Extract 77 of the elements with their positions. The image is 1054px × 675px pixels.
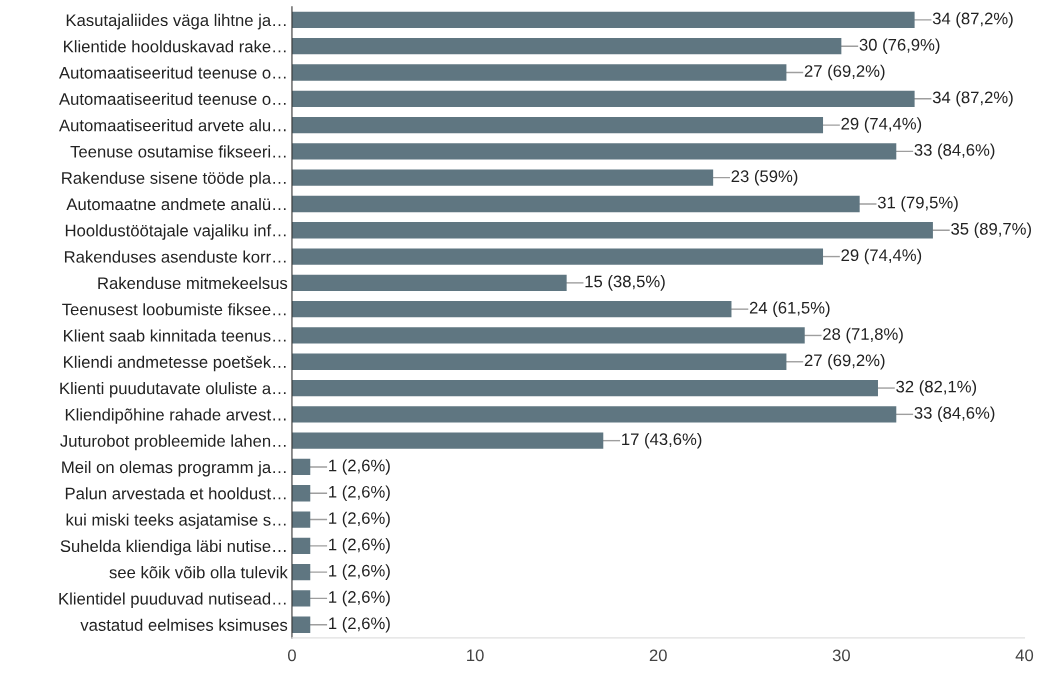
data-label: 28 (71,8%) <box>823 327 903 344</box>
x-tick-label: 20 <box>649 649 667 662</box>
y-tick-label: Klienti puudutavate oluliste a… <box>60 382 286 398</box>
bar <box>291 485 311 502</box>
data-label: 32 (82,1%) <box>896 380 977 396</box>
data-label: 1 (2,6%) <box>329 459 390 475</box>
data-label: 33 (84,6%) <box>914 406 995 423</box>
y-tick-label: Suhelda kliendiga läbi nutise… <box>60 539 286 556</box>
y-tick-label: Teenusest loobumiste fiksee… <box>62 303 286 316</box>
x-tick-label: 0 <box>287 649 296 662</box>
bar <box>291 169 714 186</box>
y-tick-label: Rakenduse sisene tööde pla… <box>62 171 286 188</box>
bar <box>291 537 311 554</box>
data-label: 27 (69,2%) <box>804 64 885 81</box>
data-label: 17 (43,6%) <box>622 432 702 449</box>
bar <box>291 64 787 81</box>
bar <box>291 379 878 397</box>
data-label: 1 (2,6%) <box>329 538 390 554</box>
bar <box>291 511 311 528</box>
bar <box>291 432 604 449</box>
data-label: 34 (87,2%) <box>932 12 1013 28</box>
y-tick-label: Hooldustöötajale vajaliku inf… <box>65 224 286 240</box>
data-label: 27 (69,2%) <box>804 353 885 370</box>
y-tick-label: Automaatiseeritud arvete alu… <box>59 119 286 132</box>
y-tick-label: Automaatne andmete analü… <box>66 197 286 211</box>
data-label: 34 (87,2%) <box>932 91 1013 107</box>
y-tick-label: Teenuse osutamise fikseeri… <box>70 145 286 158</box>
y-tick-label: see kõik võib olla tulevik <box>109 566 288 579</box>
bar <box>291 616 311 633</box>
data-label: 24 (61,5%) <box>749 301 830 317</box>
bar <box>291 38 842 55</box>
y-tick-label: Palun arvestada et hooldust… <box>65 487 286 500</box>
bar <box>291 11 915 29</box>
y-tick-label: kui miski teeks asjatamise s… <box>66 513 286 530</box>
data-label: 29 (74,4%) <box>841 117 922 133</box>
y-tick-label: Klient saab kinnitada teenus… <box>64 329 286 342</box>
bar <box>291 458 311 476</box>
y-tick-label: Meil on olemas programm ja… <box>62 460 286 477</box>
data-label: 31 (79,5%) <box>877 196 958 212</box>
y-tick-label: Automaatiseeritud teenuse o… <box>59 92 286 105</box>
data-label: 1 (2,6%) <box>329 485 390 501</box>
data-label: 33 (84,6%) <box>914 143 995 160</box>
bar <box>291 274 567 292</box>
y-tick-label: Klientidel puuduvad nutisead… <box>59 592 286 608</box>
bar <box>291 353 787 370</box>
y-tick-label: Rakenduses asenduste korr… <box>64 250 286 263</box>
bar <box>291 90 915 107</box>
bar <box>291 116 824 134</box>
bar <box>291 563 311 581</box>
data-label: 1 (2,6%) <box>329 564 390 580</box>
data-label: 1 (2,6%) <box>329 511 390 528</box>
bar <box>291 301 732 318</box>
data-label: 35 (89,7%) <box>951 222 1031 239</box>
bar <box>291 590 311 607</box>
bar <box>291 327 805 344</box>
x-tick-label: 10 <box>467 649 484 662</box>
data-label: 30 (76,9%) <box>859 38 940 54</box>
y-tick-label: Klientide hoolduskavad rake… <box>64 40 286 53</box>
x-tick-label: 30 <box>832 649 850 662</box>
data-label: 29 (74,4%) <box>841 248 922 265</box>
y-tick-label: vastatud eelmises ksimuses <box>80 618 288 631</box>
bar <box>291 222 933 239</box>
bar <box>291 248 824 265</box>
y-tick-label: Juturobot probleemide lahen… <box>60 434 286 451</box>
data-label: 15 (38,5%) <box>585 275 665 291</box>
bar <box>291 406 897 423</box>
data-label: 23 (59%) <box>731 169 798 186</box>
y-tick-label: Rakenduse mitmekeelsus <box>98 276 288 290</box>
bar <box>291 195 860 213</box>
bar <box>291 143 897 160</box>
data-label: 1 (2,6%) <box>329 616 390 633</box>
x-tick-label: 40 <box>1015 649 1034 662</box>
y-tick-label: Automaatiseeritud teenuse o… <box>59 66 286 79</box>
y-tick-label: Kasutajaliides väga lihtne ja… <box>66 13 286 30</box>
y-tick-label: Kliendi andmetesse poetšek… <box>64 355 286 372</box>
y-tick-label: Kliendipõhine rahade arvest… <box>65 408 286 424</box>
data-label: 1 (2,6%) <box>329 590 390 607</box>
